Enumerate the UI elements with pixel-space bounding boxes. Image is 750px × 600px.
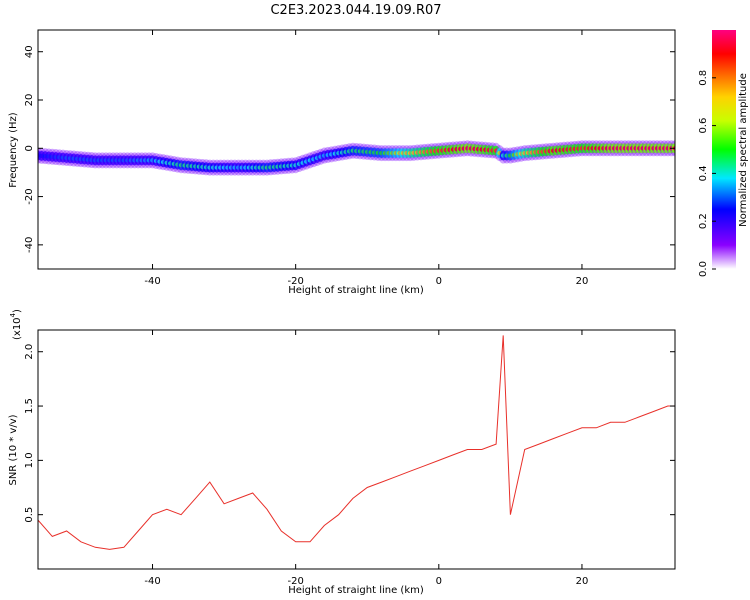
snr-y-scale: (x104) — [9, 309, 23, 340]
colorbar-tick-label: 0.0 — [698, 261, 709, 277]
y-tick-label: 1.5 — [24, 398, 35, 414]
snr-x-ticks: -40 -20 0 20 — [144, 330, 588, 587]
x-tick-label: -20 — [287, 576, 303, 587]
x-tick-label: 0 — [436, 276, 442, 287]
colorbar-tick-label: 0.4 — [698, 165, 709, 181]
x-tick-label: -20 — [287, 276, 303, 287]
svg-text:(x104): (x104) — [9, 309, 23, 340]
snr-frame — [37, 329, 676, 570]
y-tick-label: 2.0 — [24, 344, 35, 360]
y-tick-label: -40 — [24, 237, 35, 253]
snr-series-line — [38, 335, 675, 550]
x-tick-label: 20 — [576, 276, 589, 287]
y-tick-label: 0 — [24, 145, 35, 151]
colorbar-tick-label: 0.8 — [698, 70, 709, 86]
y-tick-label: 1.0 — [24, 452, 35, 468]
x-tick-label: 20 — [576, 576, 589, 587]
snr-scale-exp: 4 — [9, 312, 17, 317]
snr-x-label: Height of straight line (km) — [288, 585, 424, 596]
spectrogram-y-label: Frequency (Hz) — [8, 112, 19, 188]
colorbar-tick-label: 0.6 — [698, 118, 709, 134]
colorbar-tick-label: 0.2 — [698, 213, 709, 229]
y-tick-label: 20 — [24, 94, 35, 107]
x-tick-label: 0 — [436, 576, 442, 587]
spectrogram-frame — [37, 29, 676, 270]
colorbar: 0.0 0.2 0.4 0.6 0.8 Normalized spectral ampl… — [698, 30, 749, 277]
spectrogram-heatmap — [38, 140, 675, 176]
spectrogram-x-ticks: -40 -20 0 20 — [144, 30, 588, 287]
y-tick-label: 40 — [24, 45, 35, 58]
colorbar-gradient — [712, 30, 736, 269]
y-tick-label: 0.5 — [24, 507, 35, 523]
snr-scale-base: (x10 — [12, 317, 23, 340]
colorbar-label: Normalized spectral amplitude — [738, 73, 749, 227]
snr-y-ticks: 0.5 1.0 1.5 2.0 — [24, 344, 675, 523]
spectrogram-y-ticks: -40 -20 0 20 40 — [24, 45, 675, 253]
snr-panel: -40 -20 0 20 0.5 1.0 1.5 2.0 Height of straigh… — [8, 309, 676, 596]
snr-y-label: SNR (10 * v/v) — [8, 414, 19, 485]
x-tick-label: -40 — [144, 576, 160, 587]
figure-title: C2E3.2023.044.19.09.R07 — [270, 3, 441, 18]
colorbar-ticks: 0.0 0.2 0.4 0.6 0.8 — [698, 70, 716, 277]
y-tick-label: -20 — [24, 188, 35, 204]
spectrogram-panel: -40 -20 0 20 -40 -20 0 20 40 Height of straight… — [8, 29, 676, 296]
spectrogram-x-label: Height of straight line (km) — [288, 285, 424, 296]
x-tick-label: -40 — [144, 276, 160, 287]
